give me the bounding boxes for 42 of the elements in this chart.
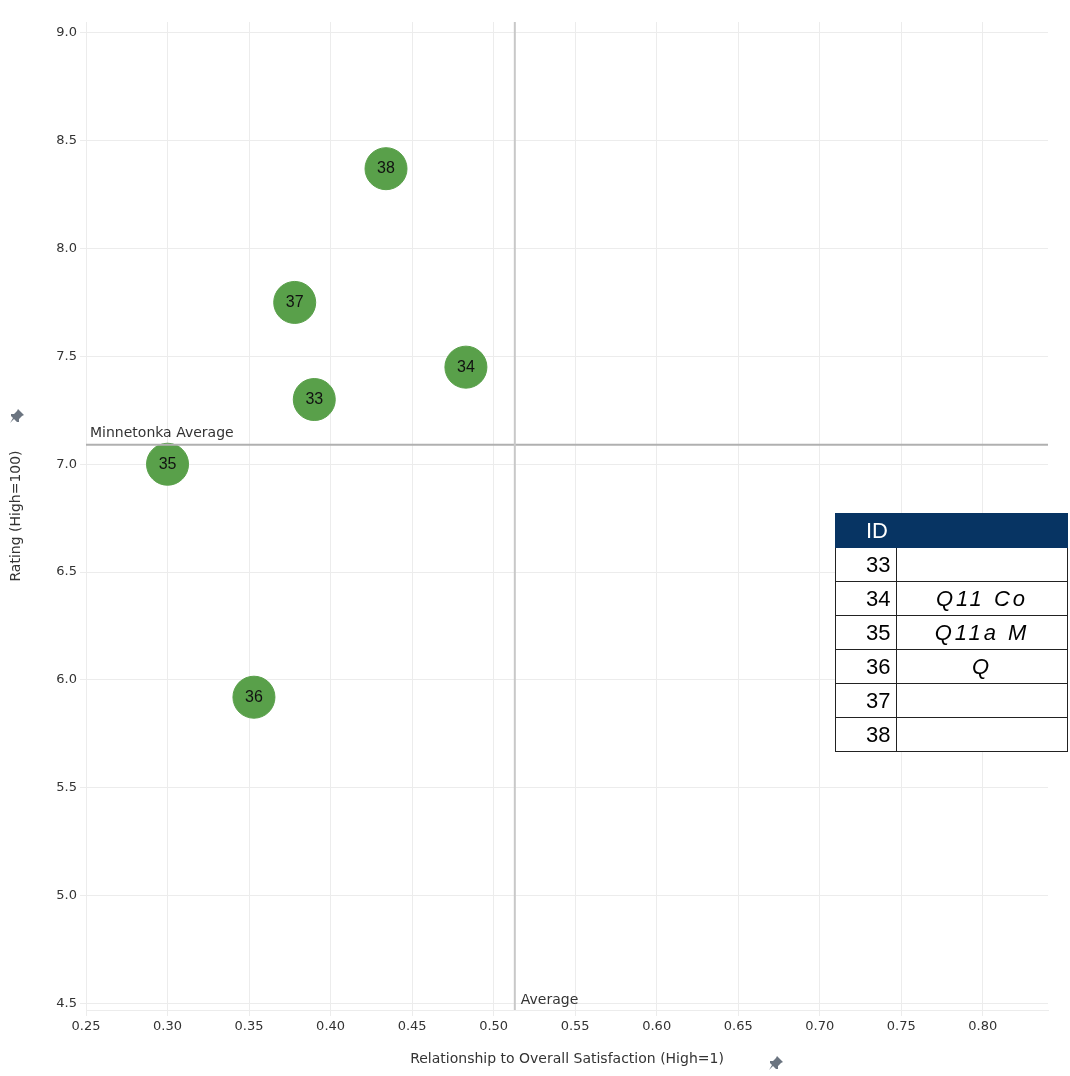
series-label: 37 bbox=[285, 292, 304, 310]
x-tick-label: 0.60 bbox=[642, 1018, 672, 1034]
series-label: 34 bbox=[457, 357, 475, 375]
series-label: 33 bbox=[305, 389, 324, 407]
y-tick-label: 7.5 bbox=[56, 347, 77, 363]
series-label: 38 bbox=[377, 159, 396, 177]
series-label: 35 bbox=[158, 454, 177, 472]
y-tick-label: 6.0 bbox=[56, 671, 77, 687]
y-tick-label: 5.0 bbox=[56, 887, 77, 903]
y-tick-label: 9.0 bbox=[56, 24, 77, 40]
x-tick-label: 0.45 bbox=[397, 1018, 427, 1034]
x-tick-label: 0.70 bbox=[805, 1018, 835, 1034]
annotation: 35 bbox=[835, 615, 897, 650]
x-tick-label: 0.40 bbox=[316, 1018, 346, 1034]
annotation: Q11 Co bbox=[896, 581, 1068, 616]
y-tick-label: 5.5 bbox=[56, 779, 77, 795]
y-tick-label: 7.0 bbox=[56, 455, 77, 471]
annotation: 38 bbox=[835, 717, 897, 752]
annotation: 37 bbox=[835, 683, 897, 718]
y-tick-label: 8.0 bbox=[56, 239, 77, 255]
series-label: 36 bbox=[245, 687, 263, 705]
annotation: 34 bbox=[835, 581, 897, 616]
x-tick-label: 0.25 bbox=[71, 1018, 101, 1034]
x-tick-label: 0.35 bbox=[234, 1018, 264, 1034]
x-tick-label: 0.30 bbox=[153, 1018, 182, 1034]
annotation: 33 bbox=[835, 547, 897, 582]
x-tick-label: 0.50 bbox=[479, 1018, 509, 1034]
x-tick-label: 0.80 bbox=[968, 1018, 998, 1034]
annotation: Q11a M bbox=[896, 615, 1068, 650]
x-tick-label: 0.55 bbox=[560, 1018, 590, 1034]
ref-line-label: Average bbox=[520, 990, 579, 1007]
annotation: 36 bbox=[835, 649, 897, 684]
y-tick-label: 4.5 bbox=[56, 994, 77, 1010]
x-tick-label: 0.75 bbox=[886, 1018, 916, 1034]
x-axis-title: Relationship to Overall Satisfaction (High=1) bbox=[410, 1050, 724, 1067]
y-axis-title: Rating (High=100) bbox=[7, 450, 24, 582]
annotation: ID bbox=[835, 513, 897, 548]
y-tick-label: 6.5 bbox=[56, 563, 77, 579]
ref-line-label: Minnetonka Average bbox=[90, 424, 234, 441]
x-tick-label: 0.65 bbox=[723, 1018, 753, 1034]
annotation: Q bbox=[896, 649, 1068, 684]
y-tick-label: 8.5 bbox=[56, 132, 77, 148]
